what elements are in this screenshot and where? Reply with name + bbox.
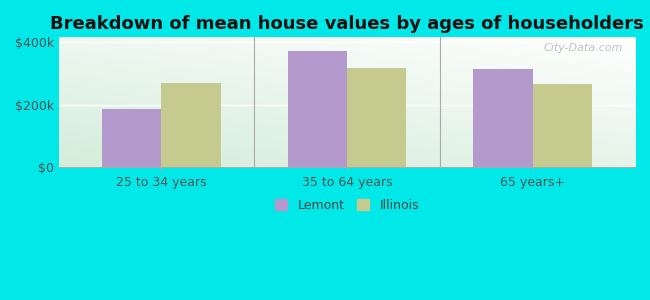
Bar bbox=[287, 51, 347, 167]
Bar bbox=[473, 69, 533, 167]
Title: Breakdown of mean house values by ages of householders: Breakdown of mean house values by ages o… bbox=[50, 15, 644, 33]
Bar bbox=[347, 68, 406, 167]
Bar bbox=[101, 109, 161, 167]
Bar bbox=[533, 84, 592, 167]
Legend: Lemont, Illinois: Lemont, Illinois bbox=[270, 194, 424, 217]
Text: City-Data.com: City-Data.com bbox=[544, 43, 623, 52]
Bar bbox=[161, 83, 220, 167]
